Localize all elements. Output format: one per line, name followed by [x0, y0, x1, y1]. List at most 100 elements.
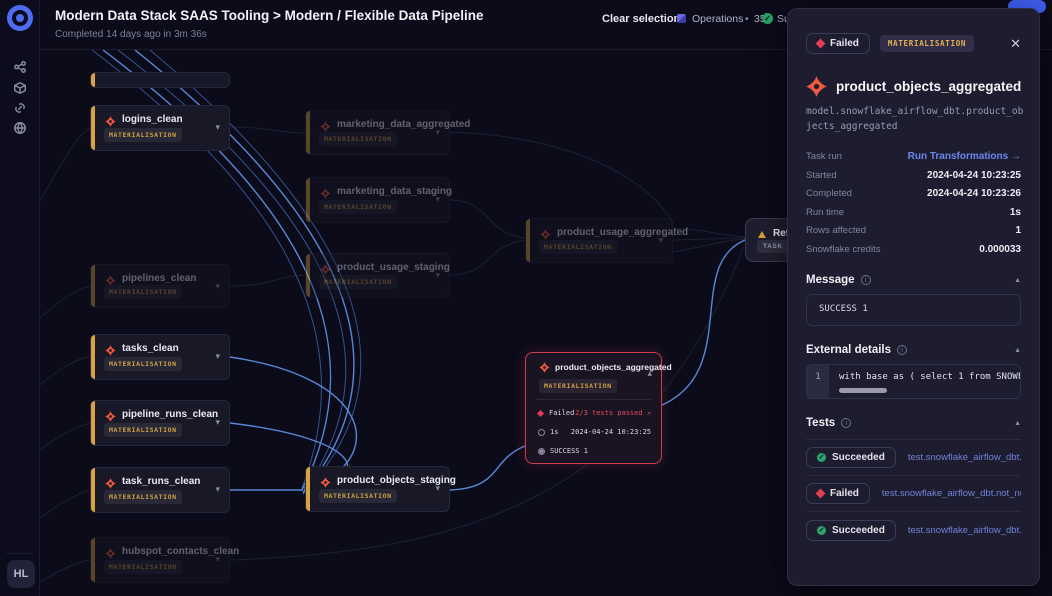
info-icon[interactable]: i [860, 275, 871, 286]
clock-icon [538, 428, 545, 436]
panel-status-row: Failed MATERIALISATION ✕ [806, 33, 1021, 54]
graph-node-pipelines-clean[interactable]: pipelines_clean ▾ MATERIALISATION [90, 264, 230, 308]
chevron-down-icon[interactable]: ▾ [215, 281, 220, 291]
chevron-down-icon[interactable]: ▾ [435, 194, 440, 204]
node-accent-bar [91, 401, 95, 445]
field-snowflake-credits: Snowflake credits 0.000033 [806, 240, 1021, 259]
clear-selection-button[interactable]: Clear selection [602, 13, 681, 25]
collapse-icon[interactable]: ▲ [1014, 346, 1021, 354]
connections-link-icon[interactable] [13, 101, 27, 115]
graph-node-hubspot-contacts-clean[interactable]: hubspot_contacts_clean ▾ MATERIALISATION [90, 537, 239, 583]
materialisation-badge: MATERIALISATION [104, 490, 182, 504]
test-row: ✓ Succeeded test.snowflake_airflow_dbt.u… [806, 440, 1021, 477]
environments-globe-icon[interactable] [13, 121, 27, 135]
test-row: Failed test.snowflake_airflow_dbt.not_nu… [806, 476, 1021, 513]
model-identifier: model.snowflake_airflow_dbt.product_obje… [806, 106, 1024, 132]
chevron-down-icon[interactable]: ▾ [215, 351, 220, 361]
success-check-icon: ✓ [817, 525, 826, 535]
orchestra-logo-icon[interactable] [7, 5, 33, 31]
collapse-icon[interactable]: ▲ [1014, 419, 1021, 427]
materialisation-badge: MATERIALISATION [104, 560, 182, 574]
user-avatar[interactable]: HL [7, 560, 35, 588]
field-rows-affected: Rows affected 1 [806, 221, 1021, 240]
node-runtime-row: 1s 2024-04-24 10:23:25 [538, 425, 651, 439]
chevron-down-icon[interactable]: ▾ [658, 235, 663, 245]
node-label: marketing_data_aggregated [337, 119, 471, 130]
success-check-icon: ✓ [817, 453, 826, 463]
materialisation-badge: MATERIALISATION [319, 275, 397, 289]
graph-node-product-usage-aggregated[interactable]: product_usage_aggregated ▾ MATERIALISATI… [525, 218, 688, 263]
dbt-icon [320, 264, 331, 275]
node-label: product_objects_staging [337, 475, 456, 486]
operations-filter-label[interactable]: Operations [692, 13, 744, 25]
test-link[interactable]: test.snowflake_airflow_dbt.not_null_pr [881, 488, 1021, 500]
chevron-down-icon[interactable]: ▾ [435, 483, 440, 493]
dbt-icon [105, 116, 116, 127]
run-status-subtitle: Completed 14 days ago in 3m 36s [55, 29, 207, 40]
success-filter-label[interactable]: Su [777, 13, 790, 25]
node-status: Failed [549, 409, 575, 417]
field-label: Task run [806, 151, 842, 163]
header-bar: Modern Data Stack SAAS Tooling > Modern … [40, 0, 1052, 50]
panel-title: product_objects_aggregated [836, 79, 1022, 94]
test-status: Failed [830, 488, 859, 500]
chevron-down-icon[interactable]: ▾ [215, 484, 220, 494]
message-heading: Message [806, 274, 855, 287]
chevron-down-icon[interactable]: ▾ [435, 270, 440, 280]
dbt-icon [320, 121, 331, 132]
graph-node-task-runs-clean[interactable]: task_runs_clean ▾ MATERIALISATION [90, 467, 230, 513]
graph-node-tasks-clean[interactable]: tasks_clean ▾ MATERIALISATION [90, 334, 230, 380]
tests-section-header: Tests i ▲ [806, 417, 1021, 429]
chevron-down-icon[interactable]: ▾ [215, 554, 220, 564]
node-label: product_usage_aggregated [557, 227, 689, 238]
test-row: ✓ Succeeded test.snowflake_airflow_dbt.n… [806, 512, 1021, 548]
test-link[interactable]: test.snowflake_airflow_dbt.not_null_pr [907, 524, 1021, 536]
tests-summary-link[interactable]: 2/3 tests passed ↗ [575, 409, 651, 417]
panel-fields: Task run Run Transformations → Started 2… [806, 147, 1021, 258]
code-line-content: with base as ( select 1 from SNOWFLAKE [839, 372, 1020, 383]
integrations-cube-icon[interactable] [13, 81, 27, 95]
graph-node-marketing-data-aggregated[interactable]: marketing_data_aggregated ▾ MATERIALISAT… [305, 110, 470, 155]
run-transformations-link[interactable]: Run Transformations → [907, 151, 1021, 163]
external-details-section-header: External details i ▲ [806, 344, 1021, 356]
graph-node-marketing-data-staging[interactable]: marketing_data_staging ▾ MATERIALISATION [305, 177, 452, 223]
failed-diamond-icon [815, 488, 826, 499]
field-value: 2024-04-24 10:23:25 [927, 169, 1021, 181]
test-status: Succeeded [832, 452, 885, 464]
chevron-up-icon[interactable]: ▴ [647, 368, 652, 378]
graph-node-pipeline-runs-clean[interactable]: pipeline_runs_clean ▾ MATERIALISATION [90, 400, 230, 446]
operations-separator: • [745, 13, 749, 25]
graph-node-logins-clean[interactable]: logins_clean ▾ MATERIALISATION [90, 105, 230, 151]
graph-node-product-usage-staging[interactable]: product_usage_staging ▾ MATERIALISATION [305, 253, 450, 298]
dbt-icon [105, 478, 116, 489]
external-details-heading: External details [806, 344, 892, 357]
chevron-down-icon[interactable]: ▾ [215, 417, 220, 427]
chevron-down-icon[interactable]: ▾ [435, 127, 440, 137]
graph-node-partial[interactable] [90, 72, 230, 88]
dbt-icon [105, 411, 116, 422]
operations-filter-icon [677, 14, 686, 23]
pipeline-graph-icon[interactable] [13, 60, 27, 74]
node-accent-bar [91, 468, 95, 512]
sql-code-block[interactable]: 1 with base as ( select 1 from SNOWFLAKE [806, 364, 1021, 400]
dbt-icon [105, 345, 116, 356]
info-icon[interactable]: i [841, 418, 852, 429]
chevron-down-icon[interactable]: ▾ [215, 122, 220, 132]
materialisation-badge: MATERIALISATION [539, 240, 617, 254]
close-icon[interactable]: ✕ [1010, 35, 1021, 51]
graph-node-product-objects-aggregated-selected[interactable]: product_objects_aggregated ▴ MATERIALISA… [525, 352, 672, 464]
message-section-header: Message i ▲ [806, 274, 1021, 286]
operations-count: 35 [754, 13, 766, 25]
dbt-icon [806, 76, 827, 97]
node-accent-bar [91, 73, 95, 87]
collapse-icon[interactable]: ▲ [1014, 276, 1021, 284]
test-link[interactable]: test.snowflake_airflow_dbt.unique_pro [907, 452, 1021, 464]
horizontal-scrollbar[interactable] [839, 388, 887, 394]
info-icon[interactable]: i [897, 345, 908, 356]
test-status: Succeeded [832, 524, 885, 536]
failed-status-pill: Failed [806, 483, 870, 505]
field-label: Rows affected [806, 225, 867, 237]
materialisation-badge: MATERIALISATION [104, 423, 182, 437]
graph-node-product-objects-staging[interactable]: product_objects_staging ▾ MATERIALISATIO… [305, 466, 456, 512]
field-completed: Completed 2024-04-24 10:23:26 [806, 184, 1021, 203]
